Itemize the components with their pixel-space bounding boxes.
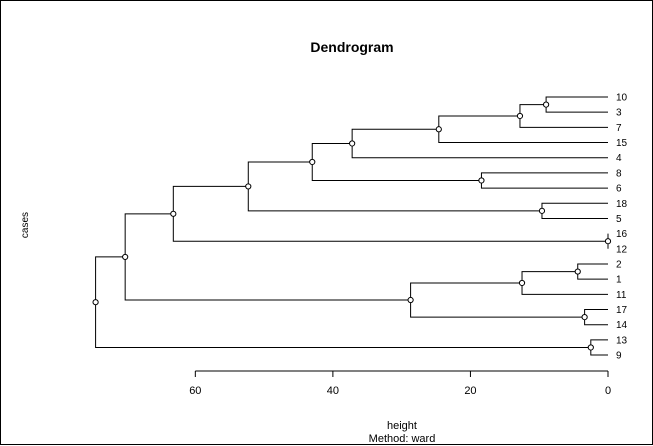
merge-node-L bbox=[518, 279, 526, 287]
leaf-label-9: 9 bbox=[616, 351, 622, 362]
link-H bbox=[247, 161, 542, 212]
merge-nodes bbox=[92, 101, 612, 351]
merge-node-G bbox=[538, 207, 546, 214]
leaf-label-14: 14 bbox=[616, 320, 628, 331]
y-axis-label: cases bbox=[20, 212, 31, 238]
merge-node-I bbox=[604, 238, 612, 245]
merge-node-F bbox=[309, 158, 316, 166]
leaf-label-11: 11 bbox=[616, 290, 627, 301]
link-G bbox=[541, 202, 608, 219]
leaf-label-2: 2 bbox=[616, 259, 622, 270]
merge-node-M bbox=[581, 314, 588, 321]
link-F bbox=[311, 142, 482, 181]
leaf-label-18: 18 bbox=[616, 199, 628, 210]
leaf-label-13: 13 bbox=[616, 335, 628, 346]
link-B bbox=[519, 104, 608, 128]
dendrogram-links bbox=[95, 96, 609, 356]
leaf-label-12: 12 bbox=[616, 244, 628, 255]
merge-node-J bbox=[170, 210, 177, 217]
leaf-label-5: 5 bbox=[616, 214, 622, 225]
leaf-label-3: 3 bbox=[616, 108, 622, 119]
x-tick-label-60: 60 bbox=[189, 385, 201, 397]
leaf-label-15: 15 bbox=[616, 138, 628, 149]
x-tick-label-0: 0 bbox=[605, 385, 611, 397]
merge-node-D bbox=[349, 140, 356, 147]
link-M bbox=[584, 309, 608, 326]
merge-node-E bbox=[478, 177, 485, 184]
x-axis: 60 40 20 0 bbox=[189, 370, 611, 397]
merge-node-O bbox=[122, 253, 129, 261]
merge-node-C bbox=[435, 126, 442, 133]
link-N bbox=[410, 282, 585, 318]
link-Q bbox=[95, 256, 591, 348]
link-E bbox=[480, 172, 608, 189]
link-D bbox=[351, 128, 608, 159]
leaf-label-17: 17 bbox=[616, 305, 628, 316]
leaf-label-1: 1 bbox=[616, 275, 622, 286]
x-tick-label-40: 40 bbox=[327, 385, 339, 397]
link-C bbox=[438, 115, 608, 144]
chart-title: Dendrogram bbox=[310, 39, 393, 55]
link-O bbox=[124, 213, 411, 301]
merge-node-K bbox=[574, 268, 581, 275]
link-A bbox=[545, 96, 608, 113]
link-K bbox=[577, 263, 608, 280]
merge-node-H bbox=[245, 183, 252, 190]
merge-node-P bbox=[587, 344, 594, 351]
x-tick-label-20: 20 bbox=[464, 385, 476, 397]
link-L bbox=[521, 271, 608, 295]
merge-node-Q bbox=[92, 299, 99, 306]
leaf-label-4: 4 bbox=[616, 153, 622, 164]
leaf-label-7: 7 bbox=[616, 123, 622, 134]
leaf-label-6: 6 bbox=[616, 184, 622, 195]
leaf-label-10: 10 bbox=[616, 93, 628, 104]
leaf-label-16: 16 bbox=[616, 229, 628, 240]
x-axis-label: height bbox=[387, 420, 417, 432]
method-subtitle: Method: ward bbox=[369, 433, 436, 445]
merge-node-N bbox=[407, 296, 414, 304]
leaf-label-8: 8 bbox=[616, 168, 622, 179]
merge-node-B bbox=[516, 112, 524, 120]
merge-node-A bbox=[542, 101, 550, 108]
